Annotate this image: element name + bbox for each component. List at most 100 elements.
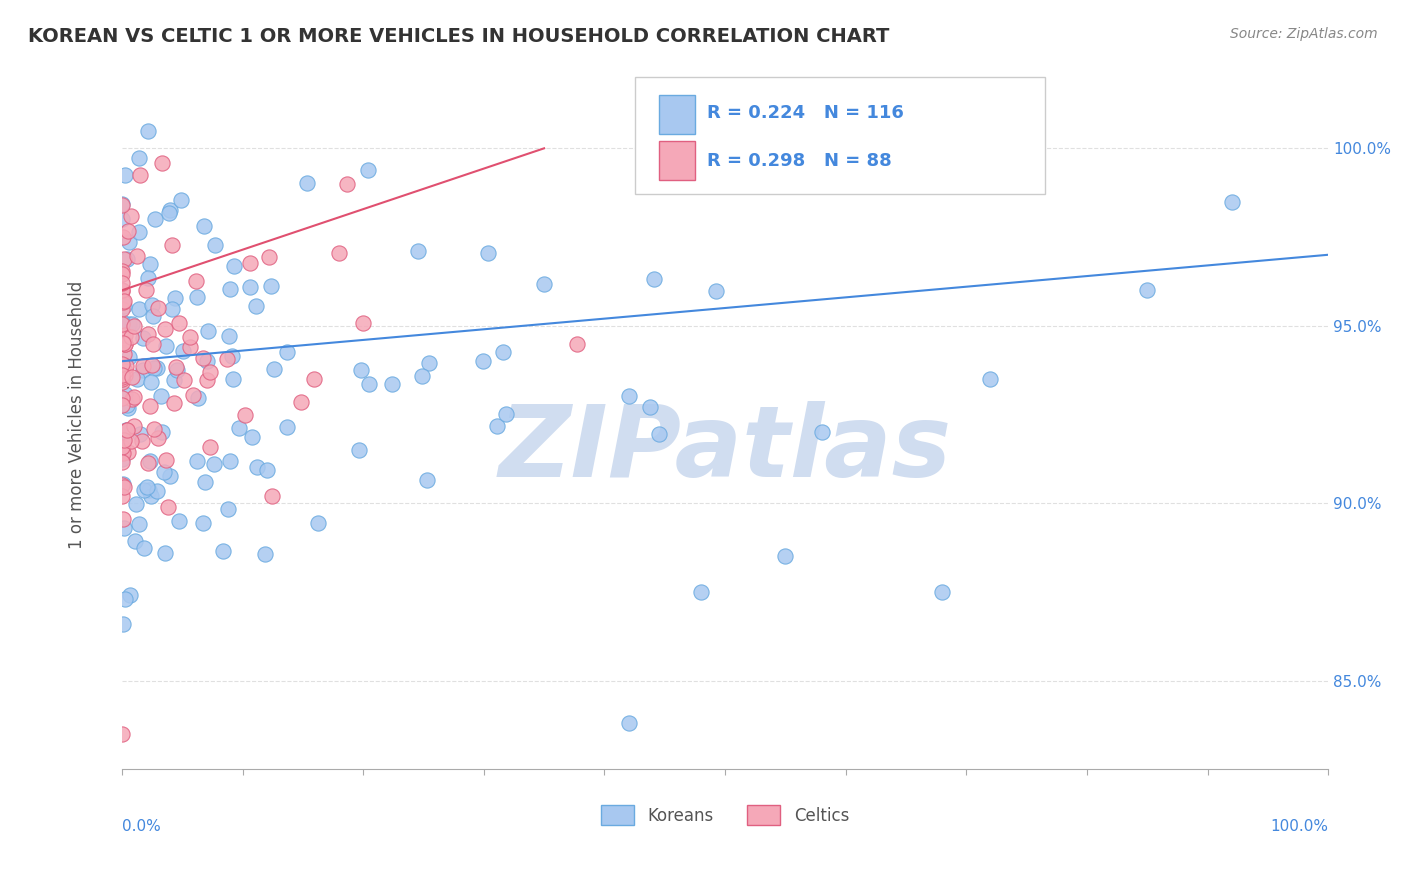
Celtics: [112, 433, 135, 447]
Legend: Koreans, Celtics: Koreans, Celtics: [595, 798, 856, 832]
Celtics: [141, 358, 163, 372]
Koreans: [143, 360, 166, 375]
Koreans: [149, 389, 172, 403]
Koreans: [186, 454, 208, 468]
Koreans: [690, 585, 713, 599]
Koreans: [197, 324, 219, 338]
Koreans: [128, 517, 150, 532]
Koreans: [485, 418, 508, 433]
Celtics: [122, 318, 145, 333]
Celtics: [111, 283, 134, 297]
Koreans: [111, 433, 134, 447]
Koreans: [124, 534, 146, 549]
Celtics: [111, 478, 134, 492]
Text: R = 0.224   N = 116: R = 0.224 N = 116: [707, 103, 904, 122]
Celtics: [163, 396, 186, 410]
Celtics: [142, 422, 165, 436]
Celtics: [120, 434, 142, 448]
Celtics: [191, 351, 214, 366]
Celtics: [112, 446, 135, 460]
Celtics: [114, 252, 136, 266]
Koreans: [734, 123, 756, 137]
Koreans: [135, 480, 157, 494]
Celtics: [111, 317, 134, 331]
Celtics: [120, 209, 142, 223]
Celtics: [239, 256, 262, 270]
Koreans: [136, 271, 159, 285]
Celtics: [111, 445, 134, 459]
Koreans: [347, 443, 370, 458]
Celtics: [198, 440, 221, 454]
Celtics: [138, 399, 160, 413]
Koreans: [381, 376, 404, 391]
Koreans: [187, 391, 209, 405]
Koreans: [704, 284, 727, 298]
Koreans: [276, 345, 298, 359]
Celtics: [111, 454, 134, 468]
Celtics: [111, 375, 134, 389]
Koreans: [492, 345, 515, 359]
FancyBboxPatch shape: [634, 78, 1045, 194]
Koreans: [115, 398, 138, 412]
Celtics: [111, 489, 134, 503]
Celtics: [112, 335, 135, 350]
Koreans: [202, 457, 225, 471]
Celtics: [114, 364, 136, 378]
Koreans: [211, 544, 233, 558]
Celtics: [111, 780, 134, 794]
Koreans: [221, 350, 243, 364]
Koreans: [218, 329, 240, 343]
Celtics: [111, 263, 134, 277]
Koreans: [114, 387, 136, 401]
Koreans: [118, 317, 141, 331]
Celtics: [112, 331, 135, 345]
Celtics: [142, 337, 165, 351]
Celtics: [150, 156, 173, 170]
Celtics: [290, 394, 312, 409]
Koreans: [121, 318, 143, 332]
Celtics: [260, 489, 283, 503]
Koreans: [191, 516, 214, 531]
Koreans: [357, 163, 380, 178]
Koreans: [166, 363, 188, 377]
Koreans: [112, 616, 135, 631]
Koreans: [155, 339, 177, 353]
Koreans: [132, 541, 155, 555]
Koreans: [136, 123, 159, 137]
Koreans: [128, 151, 150, 165]
FancyBboxPatch shape: [658, 95, 695, 134]
Text: 100.0%: 100.0%: [1270, 819, 1329, 834]
Celtics: [131, 434, 153, 448]
Celtics: [156, 500, 179, 514]
Celtics: [135, 283, 157, 297]
Koreans: [128, 225, 150, 239]
Celtics: [112, 347, 135, 361]
Koreans: [160, 302, 183, 317]
Koreans: [118, 235, 141, 250]
Koreans: [111, 212, 134, 227]
Koreans: [406, 244, 429, 259]
Text: 0.0%: 0.0%: [122, 819, 160, 834]
Celtics: [179, 340, 201, 354]
Koreans: [472, 353, 495, 368]
Celtics: [195, 373, 218, 387]
Koreans: [139, 454, 162, 468]
Celtics: [352, 316, 374, 330]
Koreans: [648, 427, 671, 442]
Koreans: [193, 219, 215, 233]
Koreans: [263, 362, 285, 376]
Koreans: [1220, 194, 1243, 209]
Koreans: [350, 363, 373, 377]
Koreans: [245, 299, 267, 313]
Koreans: [197, 354, 219, 368]
Koreans: [246, 460, 269, 475]
Celtics: [121, 392, 143, 406]
Koreans: [307, 516, 329, 530]
Koreans: [222, 371, 245, 385]
Koreans: [217, 501, 239, 516]
Koreans: [186, 289, 208, 303]
Koreans: [157, 205, 180, 219]
Celtics: [121, 370, 143, 384]
Celtics: [111, 198, 134, 212]
Koreans: [146, 361, 169, 376]
